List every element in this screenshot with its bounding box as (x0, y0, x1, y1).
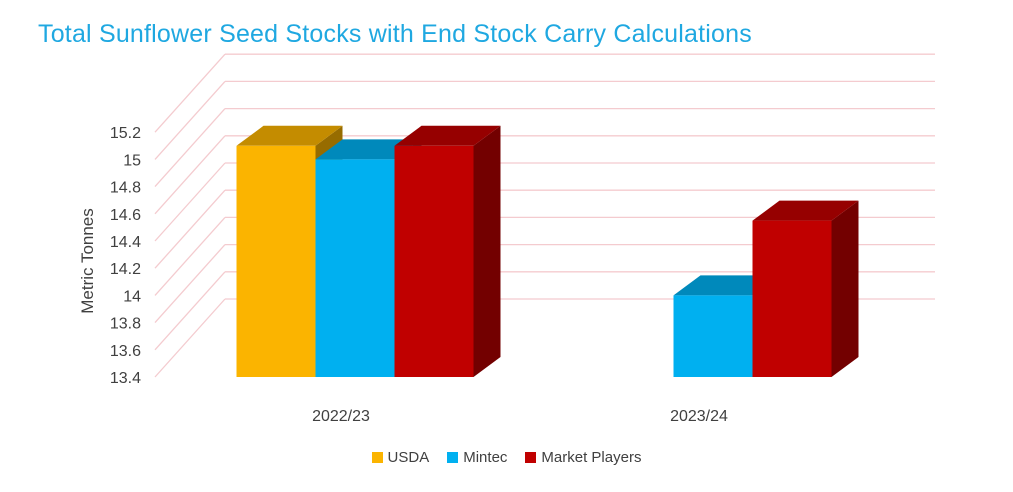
bar-front (315, 159, 395, 377)
y-tick-label: 14.4 (110, 234, 141, 251)
bar-front (673, 295, 753, 377)
legend-label: Market Players (541, 449, 642, 466)
gridline-side (154, 271, 226, 351)
bar-top (236, 125, 343, 146)
legend-swatch (525, 452, 537, 463)
legend-swatch (371, 452, 383, 463)
y-tick-label: 15.2 (110, 125, 141, 142)
bar-top (394, 125, 501, 146)
bar-market-players-2023-24 (752, 200, 859, 377)
bar-front (752, 220, 832, 377)
gridline-side (154, 298, 226, 378)
gridline-side (154, 216, 226, 296)
y-tick-label: 15 (123, 152, 141, 169)
axis-layer: 13.4 13.6 13.8 14 14.2 14.4 14.6 14.8 15 15.2 2022… (110, 125, 728, 425)
chart-title: Total Sunflower Seed Stocks with End Sto… (38, 20, 752, 48)
y-tick-label: 13.4 (110, 370, 141, 387)
y-tick-label: 13.8 (110, 316, 141, 333)
y-tick-label: 14.6 (110, 207, 141, 224)
gridline-side (154, 108, 226, 188)
y-tick-label: 13.6 (110, 343, 141, 360)
bar-top (752, 200, 859, 221)
y-tick-label: 14.8 (110, 180, 141, 197)
legend-label: USDA (387, 449, 430, 466)
bar-side (473, 125, 501, 377)
legend-label: Mintec (463, 449, 508, 466)
gridline-side (154, 244, 226, 324)
y-tick-label: 14.2 (110, 261, 141, 278)
bar-side (831, 200, 859, 377)
gridline-side (154, 53, 226, 133)
y-tick-label: 14 (123, 288, 141, 305)
legend-item: Mintec (447, 449, 507, 466)
legend-swatch (447, 452, 459, 463)
x-tick-label: 2022/23 (312, 408, 370, 425)
bar-market-players-2022-23 (394, 125, 501, 377)
gridline-side (154, 189, 226, 269)
bar-front (236, 145, 316, 377)
bars-layer (236, 125, 859, 377)
bar-front (394, 145, 474, 377)
legend-item: Market Players (525, 449, 641, 466)
legend: USDA Mintec Market Players (0, 449, 1013, 466)
legend-item: USDA (371, 449, 430, 466)
gridline-side (154, 80, 226, 160)
y-axis-label: Metric Tonnes (78, 208, 97, 314)
x-tick-label: 2023/24 (670, 408, 728, 425)
gridline-side (154, 162, 226, 242)
gridline-side (154, 135, 226, 215)
